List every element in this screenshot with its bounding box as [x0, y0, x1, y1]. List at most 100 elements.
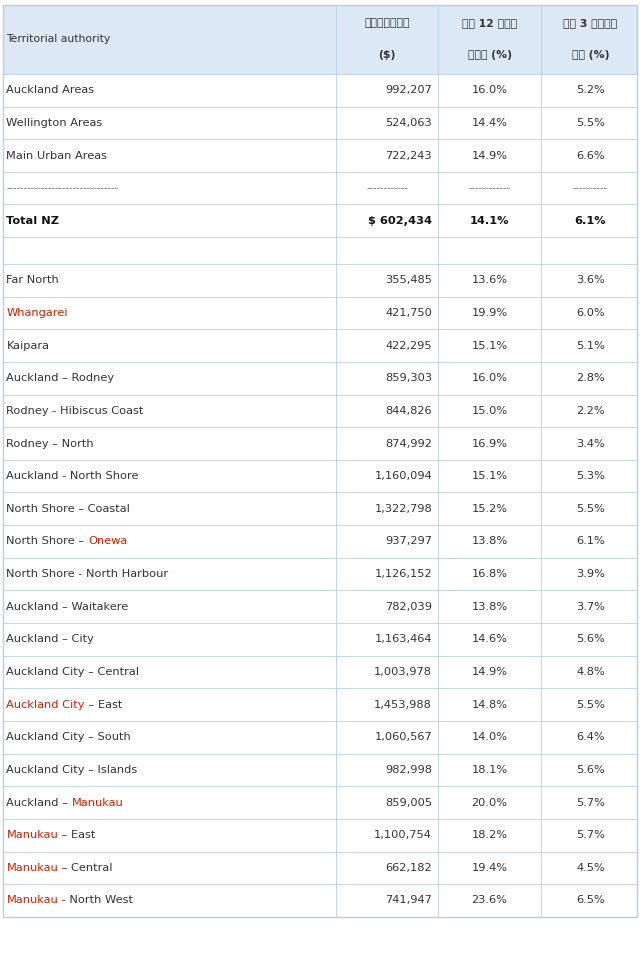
Text: Auckland – Rodney: Auckland – Rodney: [6, 373, 115, 383]
Text: 16.9%: 16.9%: [472, 439, 508, 448]
Text: Auckland – City: Auckland – City: [6, 635, 94, 644]
Text: 5.7%: 5.7%: [576, 798, 605, 807]
Bar: [3, 623, 637, 656]
Text: 14.6%: 14.6%: [472, 635, 508, 644]
Text: 982,998: 982,998: [385, 765, 432, 775]
Bar: [3, 172, 637, 204]
Text: 過去 12 カ月間: 過去 12 カ月間: [462, 18, 517, 29]
Text: Wellington Areas: Wellington Areas: [6, 118, 102, 128]
Text: Auckland – Waitakere: Auckland – Waitakere: [6, 602, 129, 612]
Text: – Central: – Central: [58, 863, 113, 873]
Text: 5.5%: 5.5%: [576, 700, 605, 709]
Bar: [3, 786, 637, 819]
Text: 推移 (%): 推移 (%): [572, 50, 609, 60]
Text: 1,060,567: 1,060,567: [374, 732, 432, 742]
Text: 5.6%: 5.6%: [576, 635, 605, 644]
Text: 5.3%: 5.3%: [576, 471, 605, 481]
Bar: [3, 139, 637, 172]
Text: 15.1%: 15.1%: [472, 341, 508, 350]
Text: Auckland City: Auckland City: [6, 700, 85, 709]
Text: 14.9%: 14.9%: [472, 667, 508, 677]
Text: 1,003,978: 1,003,978: [374, 667, 432, 677]
Bar: [3, 492, 637, 525]
Text: 2.2%: 2.2%: [576, 406, 605, 416]
Text: 844,826: 844,826: [385, 406, 432, 416]
Text: 23.6%: 23.6%: [472, 896, 508, 905]
Text: 1,100,754: 1,100,754: [374, 830, 432, 840]
Text: 16.8%: 16.8%: [472, 569, 508, 579]
Text: Auckland City – South: Auckland City – South: [6, 732, 131, 742]
Bar: [3, 525, 637, 558]
Text: の推移 (%): の推移 (%): [468, 50, 511, 60]
Text: Main Urban Areas: Main Urban Areas: [6, 151, 108, 160]
Text: 859,005: 859,005: [385, 798, 432, 807]
Bar: [3, 590, 637, 623]
Text: 6.0%: 6.0%: [576, 308, 605, 318]
Text: Auckland –: Auckland –: [6, 798, 72, 807]
Text: 992,207: 992,207: [385, 85, 432, 95]
Text: 15.2%: 15.2%: [472, 504, 508, 514]
Bar: [3, 656, 637, 688]
Text: 14.8%: 14.8%: [472, 700, 508, 709]
Text: 14.4%: 14.4%: [472, 118, 508, 128]
Text: 4.8%: 4.8%: [576, 667, 605, 677]
Text: Rodney – North: Rodney – North: [6, 439, 94, 448]
Text: 現在の平均価格: 現在の平均価格: [364, 18, 410, 29]
Text: Onewa: Onewa: [88, 537, 127, 546]
Bar: [3, 74, 637, 107]
Bar: [3, 329, 637, 362]
Text: 2.8%: 2.8%: [576, 373, 605, 383]
Text: 4.5%: 4.5%: [576, 863, 605, 873]
Text: 422,295: 422,295: [385, 341, 432, 350]
Text: 6.5%: 6.5%: [576, 896, 605, 905]
Text: Manukau: Manukau: [6, 830, 58, 840]
Text: North Shore - North Harbour: North Shore - North Harbour: [6, 569, 168, 579]
Text: – East: – East: [58, 830, 95, 840]
Bar: [3, 297, 637, 329]
Text: 5.7%: 5.7%: [576, 830, 605, 840]
Text: 5.2%: 5.2%: [576, 85, 605, 95]
Bar: [3, 204, 637, 237]
Text: Total NZ: Total NZ: [6, 216, 60, 226]
Bar: [3, 558, 637, 590]
Bar: [3, 264, 637, 297]
Text: ($): ($): [378, 50, 396, 60]
Text: 937,297: 937,297: [385, 537, 432, 546]
Text: --------------------------------: --------------------------------: [6, 183, 118, 193]
Text: Auckland City – Islands: Auckland City – Islands: [6, 765, 138, 775]
Text: Manukau: Manukau: [72, 798, 124, 807]
Bar: [3, 395, 637, 427]
Text: Far North: Far North: [6, 276, 59, 285]
Text: 過去 3 カ月間の: 過去 3 カ月間の: [563, 18, 618, 29]
Text: 19.9%: 19.9%: [472, 308, 508, 318]
Text: Whangarei: Whangarei: [6, 308, 68, 318]
Bar: [3, 460, 637, 492]
Text: 20.0%: 20.0%: [472, 798, 508, 807]
Text: 3.4%: 3.4%: [576, 439, 605, 448]
Text: Territorial authority: Territorial authority: [6, 35, 111, 44]
Text: 1,322,798: 1,322,798: [374, 504, 432, 514]
Bar: [3, 427, 637, 460]
Bar: [3, 754, 637, 786]
Bar: [3, 107, 637, 139]
Text: 19.4%: 19.4%: [472, 863, 508, 873]
Text: 14.0%: 14.0%: [472, 732, 508, 742]
Text: 524,063: 524,063: [385, 118, 432, 128]
Text: 18.1%: 18.1%: [472, 765, 508, 775]
Text: Auckland - North Shore: Auckland - North Shore: [6, 471, 139, 481]
Text: North Shore – Coastal: North Shore – Coastal: [6, 504, 131, 514]
Text: Auckland Areas: Auckland Areas: [6, 85, 95, 95]
Text: 6.1%: 6.1%: [575, 216, 606, 226]
Text: 741,947: 741,947: [385, 896, 432, 905]
Text: 1,160,094: 1,160,094: [374, 471, 432, 481]
Text: 3.7%: 3.7%: [576, 602, 605, 612]
Text: $ 602,434: $ 602,434: [368, 216, 432, 226]
Text: 13.6%: 13.6%: [472, 276, 508, 285]
Text: 1,453,988: 1,453,988: [374, 700, 432, 709]
Text: Auckland City – Central: Auckland City – Central: [6, 667, 140, 677]
Text: ------------: ------------: [468, 183, 511, 193]
Bar: [3, 884, 637, 917]
Text: Manukau: Manukau: [6, 863, 58, 873]
Bar: [3, 5, 637, 74]
Bar: [3, 852, 637, 884]
